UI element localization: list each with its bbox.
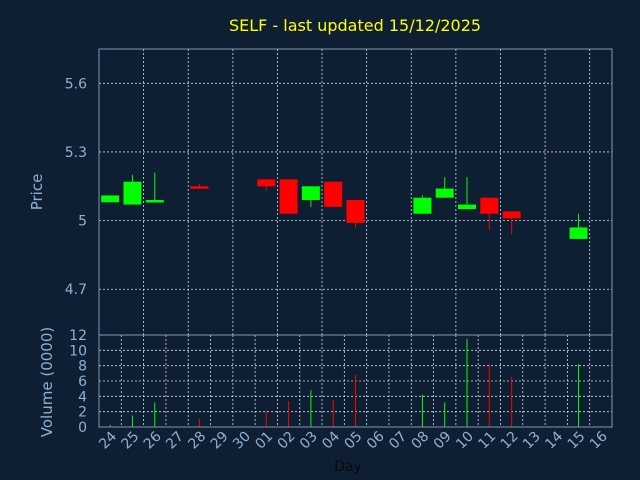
x-tick-label: 13 — [520, 429, 544, 453]
candle-body — [502, 211, 521, 219]
x-tick-label: 24 — [96, 428, 120, 452]
price-candles — [101, 172, 588, 239]
volume-y-tick-label: 4 — [78, 389, 87, 405]
volume-plot-frame — [98, 334, 613, 428]
candle-body — [123, 181, 142, 205]
price-y-ticks: 5.6 5.3 5 4.7 — [65, 76, 87, 298]
candle-body — [301, 186, 320, 201]
volume-y-tick-label: 0 — [78, 420, 87, 436]
x-tick-label: 12 — [498, 429, 522, 453]
price-y-tick-label: 5 — [78, 214, 87, 230]
x-tick-label: 25 — [119, 429, 143, 453]
candle-body — [480, 197, 499, 214]
price-plot-frame — [98, 48, 613, 336]
price-y-tick-label: 5.3 — [65, 145, 87, 161]
candle-body — [569, 227, 588, 239]
candle-body — [458, 204, 477, 210]
price-y-tick-label: 4.7 — [65, 282, 87, 298]
volume-y-axis-label: Volume (0000) — [38, 327, 56, 437]
x-tick-label: 09 — [431, 429, 455, 453]
x-tick-label: 02 — [275, 429, 299, 453]
volume-y-tick-label: 12 — [69, 328, 87, 344]
candle-body — [324, 181, 343, 207]
volume-y-tick-label: 10 — [69, 343, 87, 359]
x-tick-label: 29 — [208, 429, 232, 453]
x-tick-label: 28 — [185, 429, 209, 453]
chart-title: SELF - last updated 15/12/2025 — [229, 16, 481, 35]
x-tick-label: 16 — [587, 428, 611, 452]
price-y-tick-label: 5.6 — [65, 76, 87, 92]
x-tick-label: 26 — [141, 428, 165, 452]
x-tick-label: 04 — [319, 428, 343, 452]
candle-body — [101, 195, 120, 203]
candle-body — [145, 200, 164, 203]
x-tick-label: 15 — [565, 429, 589, 453]
volume-y-tick-label: 2 — [78, 405, 87, 421]
x-tick-label: 06 — [364, 428, 388, 452]
candle-body — [435, 188, 454, 198]
x-tick-label: 07 — [386, 429, 410, 453]
x-tick-label: 08 — [408, 429, 432, 453]
x-tick-label: 05 — [342, 429, 366, 453]
x-axis-label: Day — [334, 459, 362, 475]
volume-y-tick-label: 6 — [78, 374, 87, 390]
price-gridlines — [99, 49, 612, 335]
candle-body — [190, 186, 209, 189]
x-tick-label: 14 — [542, 428, 566, 452]
x-tick-label: 30 — [230, 429, 254, 453]
price-y-axis-label: Price — [28, 174, 46, 211]
volume-bars — [109, 338, 580, 427]
x-tick-label: 01 — [252, 429, 276, 453]
x-tick-labels: 2425262728293001020304050607080910111213… — [96, 428, 611, 452]
volume-y-tick-label: 8 — [78, 359, 87, 375]
x-tick-label: 10 — [453, 429, 477, 453]
candle-body — [257, 179, 276, 187]
candle-body — [279, 179, 298, 214]
x-tick-label: 11 — [475, 429, 499, 453]
candle-body — [413, 197, 432, 214]
x-tick-label: 03 — [297, 429, 321, 453]
x-tick-label: 27 — [163, 429, 187, 453]
candle-body — [346, 200, 365, 223]
